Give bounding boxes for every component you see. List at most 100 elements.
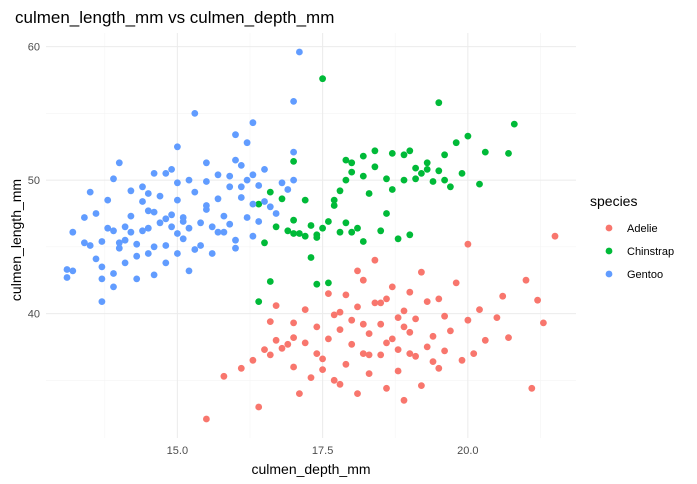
data-point-gentoo [243, 214, 251, 221]
data-point-chinstrap [336, 228, 344, 236]
data-point-gentoo [92, 210, 100, 217]
data-point-adelie [255, 403, 263, 411]
data-point-gentoo [121, 236, 129, 244]
data-point-gentoo [133, 240, 141, 248]
data-point-chinstrap [330, 196, 338, 204]
data-points [63, 48, 559, 423]
data-point-chinstrap [418, 170, 425, 177]
data-point-gentoo [197, 242, 205, 249]
data-point-chinstrap [447, 183, 454, 191]
data-point-adelie [377, 320, 385, 328]
data-point-gentoo [133, 252, 141, 260]
data-point-chinstrap [255, 298, 263, 305]
data-point-gentoo [139, 198, 146, 205]
data-point-gentoo [226, 183, 234, 191]
data-point-adelie [499, 292, 507, 300]
data-point-gentoo [237, 183, 245, 191]
data-point-adelie [330, 376, 338, 384]
series-chinstrap [255, 75, 518, 305]
data-point-chinstrap [441, 151, 448, 159]
data-point-gentoo [191, 188, 199, 196]
data-point-gentoo [191, 246, 199, 253]
x-tick-label: 15.0 [167, 445, 188, 457]
data-point-adelie [278, 344, 286, 352]
data-point-adelie [429, 358, 437, 365]
data-point-adelie [418, 268, 425, 276]
data-point-chinstrap [371, 163, 379, 171]
data-point-adelie [429, 332, 437, 340]
data-point-adelie [284, 340, 292, 348]
data-point-adelie [406, 288, 414, 296]
data-point-chinstrap [290, 158, 297, 165]
data-point-chinstrap [342, 219, 350, 227]
data-point-gentoo [232, 236, 239, 244]
data-point-adelie [365, 370, 373, 377]
data-point-adelie [290, 334, 297, 341]
data-point-adelie [441, 347, 448, 355]
data-point-gentoo [174, 179, 181, 187]
data-point-gentoo [237, 162, 245, 169]
y-axis-title: culmen_length_mm [8, 179, 24, 301]
data-point-adelie [237, 364, 245, 372]
data-point-adelie [359, 276, 367, 284]
data-point-adelie [458, 356, 466, 364]
data-point-gentoo [185, 224, 193, 232]
data-point-adelie [435, 364, 443, 372]
data-point-gentoo [144, 250, 152, 257]
data-point-adelie [522, 276, 530, 284]
data-point-gentoo [179, 235, 187, 243]
data-point-chinstrap [348, 159, 356, 167]
data-point-gentoo [98, 263, 106, 271]
data-point-chinstrap [406, 147, 414, 155]
data-point-adelie [377, 351, 385, 359]
data-point-adelie [470, 350, 478, 357]
data-point-gentoo [162, 170, 170, 177]
data-point-gentoo [69, 228, 77, 236]
data-point-gentoo [121, 259, 129, 267]
data-point-chinstrap [272, 223, 280, 231]
data-point-gentoo [203, 159, 210, 167]
data-point-gentoo [174, 143, 181, 151]
data-point-chinstrap [348, 228, 356, 236]
data-point-adelie [348, 340, 356, 348]
data-point-gentoo [110, 227, 117, 235]
data-point-gentoo [249, 171, 257, 179]
legend-label-gentoo: Gentoo [627, 269, 663, 281]
data-point-adelie [325, 335, 332, 343]
data-point-adelie [249, 356, 257, 364]
data-point-chinstrap [342, 176, 350, 184]
data-point-chinstrap [325, 218, 332, 225]
data-point-adelie [493, 314, 501, 321]
data-point-chinstrap [255, 200, 263, 208]
data-point-chinstrap [394, 235, 402, 243]
data-point-gentoo [168, 223, 176, 231]
data-point-chinstrap [359, 152, 367, 160]
data-point-chinstrap [388, 150, 396, 157]
data-point-chinstrap [319, 75, 326, 83]
data-point-chinstrap [307, 222, 315, 229]
data-point-gentoo [232, 131, 239, 139]
data-point-gentoo [150, 271, 158, 279]
data-point-adelie [435, 295, 443, 303]
data-point-adelie [412, 315, 419, 323]
data-point-adelie [307, 374, 315, 381]
data-point-adelie [452, 279, 460, 287]
data-point-adelie [383, 339, 390, 347]
data-point-adelie [342, 291, 350, 299]
data-point-chinstrap [429, 178, 437, 185]
data-point-chinstrap [383, 175, 390, 183]
data-point-chinstrap [296, 230, 303, 237]
data-point-chinstrap [377, 227, 385, 235]
data-point-gentoo [243, 139, 251, 147]
data-point-adelie [319, 355, 326, 363]
legend-key-gentoo [605, 270, 613, 278]
data-point-gentoo [226, 172, 234, 180]
data-point-adelie [290, 319, 297, 327]
data-point-gentoo [127, 212, 135, 220]
data-point-adelie [354, 267, 361, 275]
data-point-gentoo [290, 176, 297, 184]
legend-label-adelie: Adelie [627, 223, 658, 235]
data-point-chinstrap [476, 180, 483, 188]
data-point-gentoo [255, 182, 263, 189]
data-point-gentoo [144, 224, 152, 232]
